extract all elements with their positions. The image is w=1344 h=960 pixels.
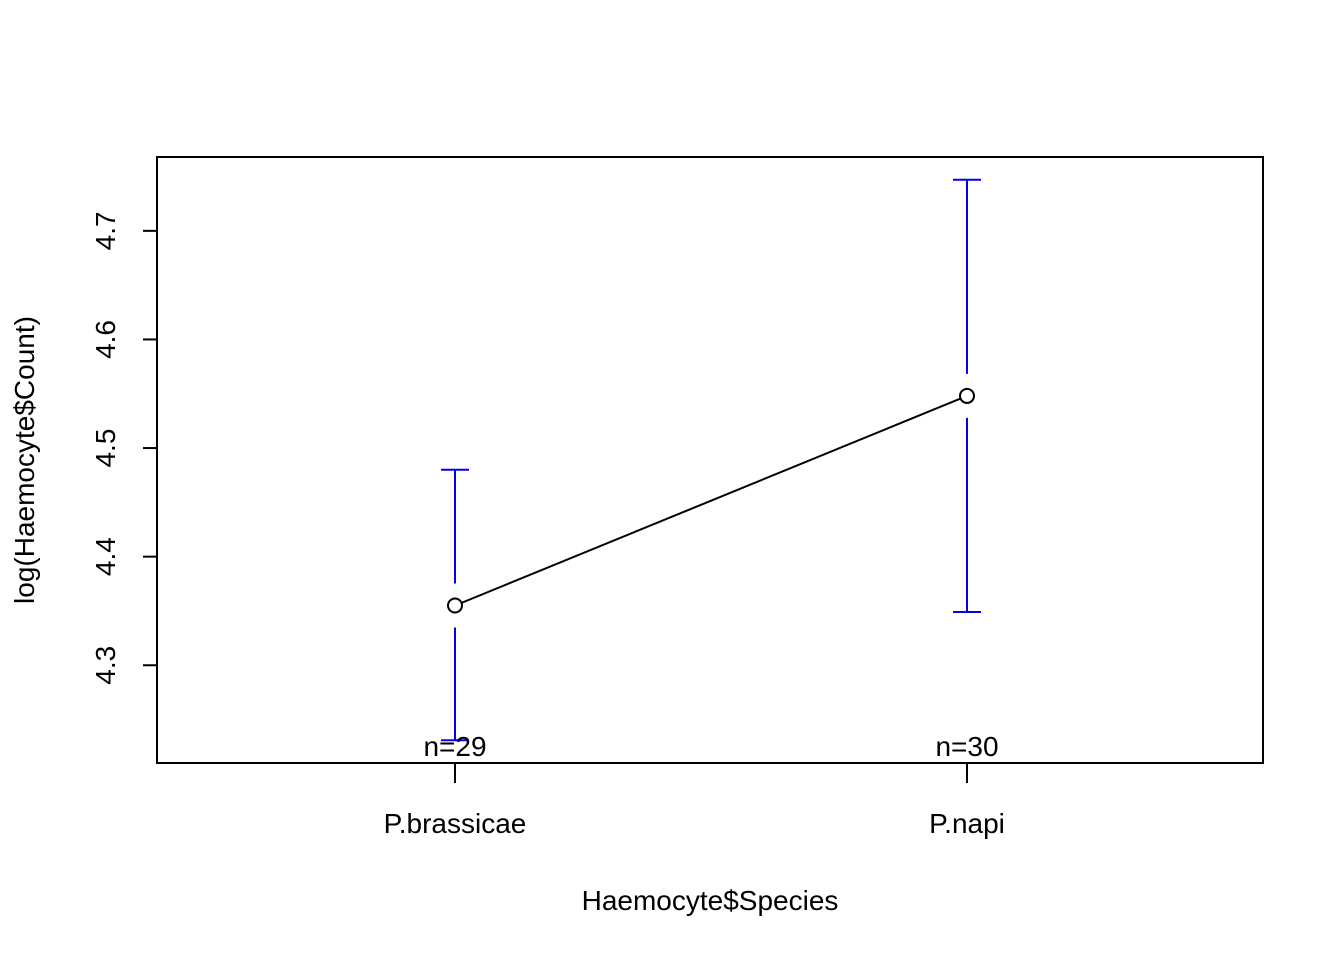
x-tick-label: P.brassicae [384,808,527,839]
n-label: n=29 [423,731,486,762]
y-tick-label: 4.6 [90,320,121,359]
y-tick-label: 4.4 [90,537,121,576]
y-tick-label: 4.7 [90,211,121,250]
n-label: n=30 [935,731,998,762]
data-point [447,597,463,614]
x-axis-label: Haemocyte$Species [582,885,839,916]
data-point [959,387,975,404]
x-tick-label: P.napi [929,808,1005,839]
y-axis-label: log(Haemocyte$Count) [9,316,40,604]
y-tick-label: 4.3 [90,646,121,685]
plot-frame [156,156,1264,764]
series-line [461,397,961,604]
y-tick-label: 4.5 [90,429,121,468]
